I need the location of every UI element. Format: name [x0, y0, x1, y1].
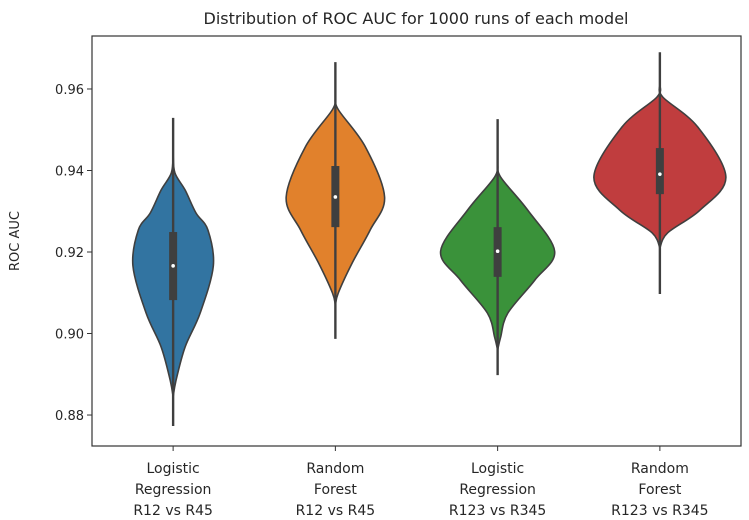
- violin-iqr-box: [655, 148, 664, 195]
- chart-title: Distribution of ROC AUC for 1000 runs of…: [204, 9, 629, 28]
- y-tick-label: 0.94: [55, 164, 84, 179]
- x-tick-label: Regression: [135, 482, 212, 498]
- y-tick-label: 0.92: [55, 246, 84, 261]
- y-axis-label: ROC AUC: [8, 211, 23, 271]
- y-tick-label: 0.90: [55, 328, 84, 343]
- violin: [439, 119, 556, 376]
- x-tick-label: R123 vs R345: [449, 503, 546, 519]
- x-tick-label: Random: [631, 461, 689, 477]
- x-tick-label: Regression: [459, 482, 536, 498]
- violin-median-marker: [171, 264, 175, 268]
- x-tick-label: Logistic: [146, 461, 199, 477]
- plot-frame: [91, 35, 742, 447]
- x-tick-label: Forest: [638, 482, 681, 498]
- violin: [131, 117, 215, 427]
- x-tick-label: Logistic: [471, 461, 524, 477]
- x-tick-label: Forest: [314, 482, 357, 498]
- y-tick-label: 0.88: [55, 409, 84, 424]
- violin-median-marker: [333, 195, 338, 199]
- x-axis-ticks: Logistic Regression R12 vs R45 Random Forest…: [133, 446, 709, 519]
- violin: [593, 52, 727, 294]
- violin: [285, 62, 386, 339]
- x-tick-label: R12 vs R45: [133, 503, 213, 519]
- violin-median-marker: [495, 249, 500, 253]
- violins: [131, 52, 727, 427]
- y-tick-label: 0.96: [55, 83, 84, 98]
- violin-median-marker: [658, 172, 662, 176]
- x-tick-label: R123 vs R345: [611, 503, 708, 519]
- x-tick-label: Random: [306, 461, 364, 477]
- x-tick-label: R12 vs R45: [296, 503, 376, 519]
- y-axis-ticks: 0.88 0.90 0.92 0.94 0.96: [55, 83, 92, 424]
